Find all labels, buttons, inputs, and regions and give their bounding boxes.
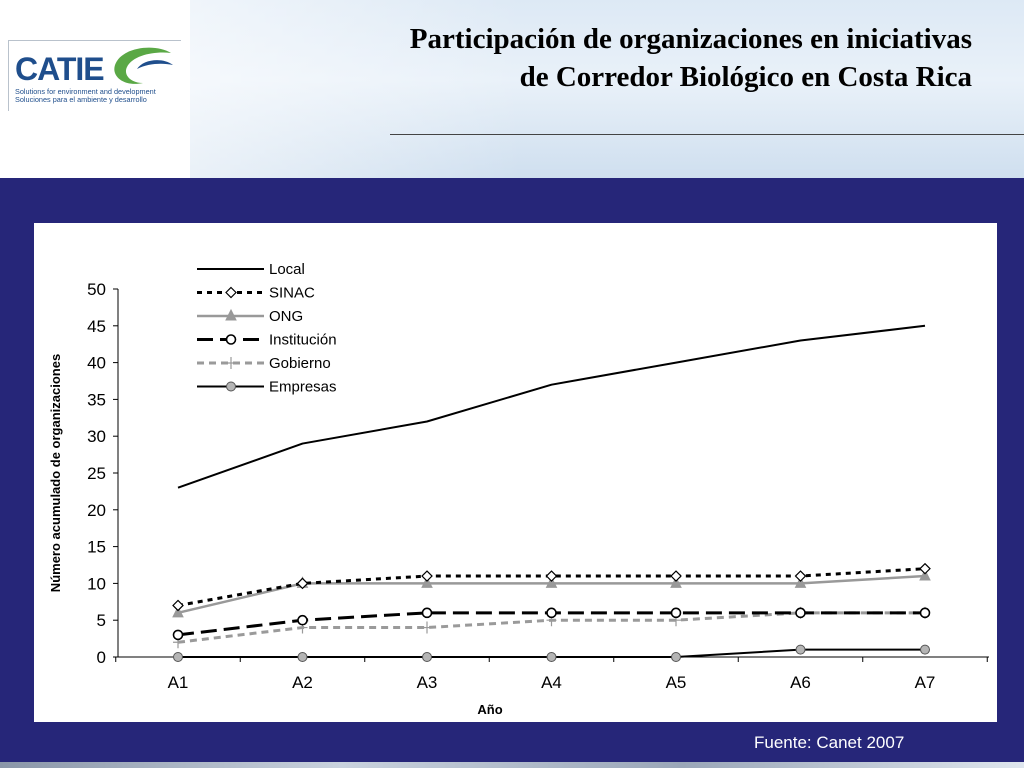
x-tick-label: A5 — [666, 673, 687, 692]
title-line-1: Participación de organizaciones en inici… — [409, 23, 972, 55]
y-tick-label: 20 — [87, 501, 106, 520]
data-point-marker — [670, 607, 682, 619]
title-divider — [390, 134, 1024, 135]
data-point-marker — [919, 607, 931, 619]
header-sky-background — [190, 0, 1024, 178]
chart-axes: 0 5 10 15 20 25 30 35 40 45 50 A1 A2 A3 A4 A5 A6 A7 Año Núm… — [48, 280, 989, 717]
data-point-marker — [670, 570, 682, 582]
y-tick-label: 30 — [87, 427, 106, 446]
legend-item: Empresas — [197, 379, 337, 396]
data-point-marker — [794, 576, 807, 588]
data-point-marker — [421, 576, 433, 588]
chart-panel: 0 5 10 15 20 25 30 35 40 45 50 A1 A2 A3 A4 A5 A6 A7 Año Núm… — [34, 223, 997, 722]
title-line-2: de Corredor Biológico en Costa Rica — [519, 61, 972, 93]
legend-label: Local — [269, 261, 305, 278]
data-point-marker — [225, 334, 237, 345]
data-point-marker — [919, 562, 931, 575]
slide-header: CATIE Solutions for environment and deve… — [0, 0, 1024, 178]
logo-tagline: Solutions for environment and developmen… — [15, 88, 181, 104]
legend-item: ONG — [197, 308, 303, 325]
data-point-marker — [225, 308, 237, 321]
data-point-marker — [545, 570, 558, 582]
x-tick-label: A6 — [790, 673, 811, 692]
data-point-marker — [794, 570, 807, 582]
x-tick-label: A4 — [541, 673, 562, 692]
series-sinac — [172, 562, 931, 612]
y-tick-label: 10 — [87, 574, 106, 593]
source-note: Fuente: Canet 2007 — [754, 733, 905, 752]
logo-wordmark: CATIE — [15, 51, 105, 87]
data-point-marker — [920, 644, 930, 655]
data-point-marker — [422, 621, 432, 634]
data-point-marker — [296, 577, 309, 590]
y-tick-label: 50 — [87, 280, 106, 299]
y-tick-label: 35 — [87, 390, 106, 409]
chart-series — [172, 324, 931, 662]
logo-swirl-icon — [114, 47, 173, 84]
logo-tagline-es: Soluciones para el ambiente y desarrollo — [15, 95, 147, 104]
y-tick-label: 40 — [87, 354, 106, 373]
y-tick-label: 0 — [97, 648, 106, 667]
slide-title: Participación de organizaciones en inici… — [212, 20, 972, 96]
legend-label: ONG — [269, 308, 303, 325]
legend-item: Local — [197, 261, 305, 278]
data-point-marker — [795, 607, 806, 619]
y-tick-label: 15 — [87, 538, 106, 557]
data-point-marker — [795, 644, 806, 655]
legend-item: SINAC — [197, 285, 315, 302]
legend-item: Institución — [197, 332, 337, 349]
chart-legend: Local SINAC ONG Institución Gobierno Empresas — [197, 261, 337, 396]
x-tick-label: A7 — [915, 673, 936, 692]
data-point-marker — [226, 381, 236, 392]
x-axis-title: Año — [477, 702, 502, 717]
data-point-marker — [297, 652, 308, 662]
data-point-marker — [546, 607, 557, 619]
x-tick-label: A1 — [168, 673, 189, 692]
data-point-marker — [421, 570, 433, 582]
data-point-marker — [226, 357, 236, 369]
legend-item: Gobierno — [197, 355, 331, 372]
series-empresas — [173, 644, 930, 662]
data-point-marker — [172, 629, 184, 641]
y-axis-title: Número acumulado de organizaciones — [48, 354, 63, 592]
data-point-marker — [173, 652, 183, 662]
data-point-marker — [546, 652, 557, 662]
y-tick-label: 5 — [97, 611, 106, 630]
data-point-marker — [422, 652, 432, 662]
data-point-marker — [545, 576, 558, 588]
legend-label: SINAC — [269, 285, 315, 302]
data-point-marker — [225, 286, 237, 299]
series-instituci-n — [172, 607, 931, 641]
data-point-marker — [670, 576, 682, 588]
legend-label: Institución — [269, 332, 337, 349]
data-point-marker — [297, 614, 308, 626]
legend-label: Gobierno — [269, 355, 331, 372]
data-point-marker — [919, 568, 931, 581]
x-tick-label: A3 — [417, 673, 438, 692]
line-chart: 0 5 10 15 20 25 30 35 40 45 50 A1 A2 A3 A4 A5 A6 A7 Año Núm… — [48, 261, 989, 717]
x-tick-label: A2 — [292, 673, 313, 692]
series-line — [177, 324, 926, 489]
y-tick-label: 25 — [87, 464, 106, 483]
data-point-marker — [671, 652, 681, 662]
data-point-marker — [172, 605, 184, 618]
series-local — [177, 324, 926, 489]
y-tick-label: 45 — [87, 317, 106, 336]
logo-tagline-en: Solutions for environment and developmen… — [15, 87, 156, 96]
data-point-marker — [421, 607, 433, 619]
data-point-marker — [172, 599, 184, 612]
catie-logo: CATIE Solutions for environment and deve… — [8, 40, 181, 111]
legend-label: Empresas — [269, 379, 337, 396]
bottom-decor-strip — [0, 762, 1024, 768]
